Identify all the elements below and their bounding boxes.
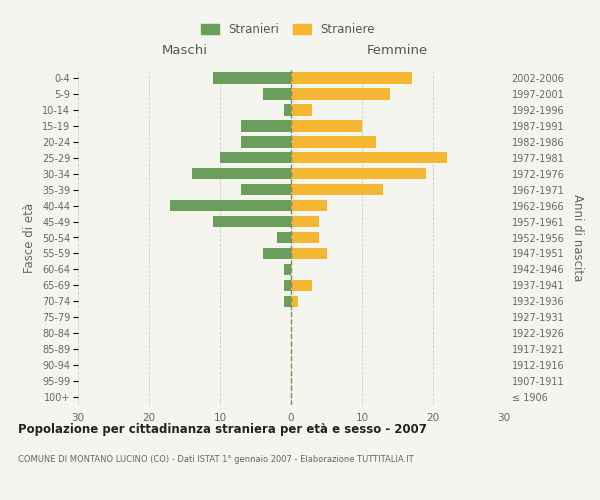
Bar — [213, 72, 291, 84]
Text: Maschi: Maschi — [161, 44, 208, 57]
Text: Popolazione per cittadinanza straniera per età e sesso - 2007: Popolazione per cittadinanza straniera p… — [18, 422, 427, 436]
Bar — [291, 104, 313, 116]
Bar — [291, 200, 326, 211]
Bar — [291, 88, 391, 100]
Bar — [291, 72, 412, 84]
Bar — [263, 248, 291, 259]
Bar — [284, 264, 291, 275]
Bar — [291, 296, 298, 307]
Bar — [291, 168, 426, 179]
Bar — [291, 248, 326, 259]
Bar — [241, 136, 291, 147]
Bar — [277, 232, 291, 243]
Bar — [291, 184, 383, 196]
Bar — [241, 184, 291, 196]
Bar — [291, 280, 313, 291]
Bar — [284, 104, 291, 116]
Bar — [191, 168, 291, 179]
Bar — [170, 200, 291, 211]
Bar — [213, 216, 291, 228]
Bar — [291, 136, 376, 147]
Text: Femmine: Femmine — [367, 44, 428, 57]
Bar — [263, 88, 291, 100]
Legend: Stranieri, Straniere: Stranieri, Straniere — [196, 18, 380, 41]
Text: COMUNE DI MONTANO LUCINO (CO) - Dati ISTAT 1° gennaio 2007 - Elaborazione TUTTIT: COMUNE DI MONTANO LUCINO (CO) - Dati IST… — [18, 455, 413, 464]
Y-axis label: Fasce di età: Fasce di età — [23, 202, 37, 272]
Y-axis label: Anni di nascita: Anni di nascita — [571, 194, 584, 281]
Bar — [284, 296, 291, 307]
Bar — [291, 232, 319, 243]
Bar — [284, 280, 291, 291]
Bar — [291, 152, 447, 164]
Bar — [291, 216, 319, 228]
Bar — [241, 120, 291, 132]
Bar — [220, 152, 291, 164]
Bar — [291, 120, 362, 132]
